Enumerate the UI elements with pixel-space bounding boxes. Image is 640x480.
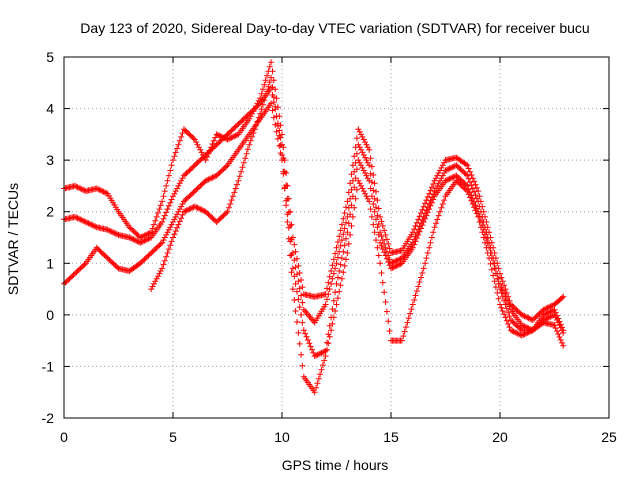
x-tick-label: 25 (601, 429, 617, 445)
x-tick-label: 5 (169, 429, 177, 445)
series-markers (148, 74, 567, 396)
x-tick-labels: 0 5 10 15 20 25 (60, 429, 617, 445)
chart-title: Day 123 of 2020, Sidereal Day-to-day VTE… (80, 20, 589, 36)
x-tick-label: 10 (274, 429, 290, 445)
y-tick-label: 5 (46, 49, 54, 65)
y-tick-labels: -2 -1 0 1 2 3 4 5 (42, 49, 55, 426)
y-tick-label: -1 (42, 358, 55, 374)
plot-area-border (63, 56, 610, 419)
y-tick-label: 4 (46, 101, 54, 117)
axis-ticks (63, 56, 610, 419)
y-tick-label: 0 (46, 307, 54, 323)
y-tick-label: 1 (46, 255, 54, 271)
y-axis-label: SDTVAR / TECUs (5, 183, 21, 295)
x-tick-label: 20 (492, 429, 508, 445)
x-axis-label: GPS time / hours (282, 457, 389, 473)
series-track-4 (148, 74, 567, 396)
x-tick-label: 15 (383, 429, 399, 445)
y-tick-label: 2 (46, 204, 54, 220)
x-tick-label: 0 (60, 429, 68, 445)
data-points (61, 59, 567, 396)
y-tick-label: 3 (46, 152, 54, 168)
y-tick-label: -2 (42, 410, 55, 426)
